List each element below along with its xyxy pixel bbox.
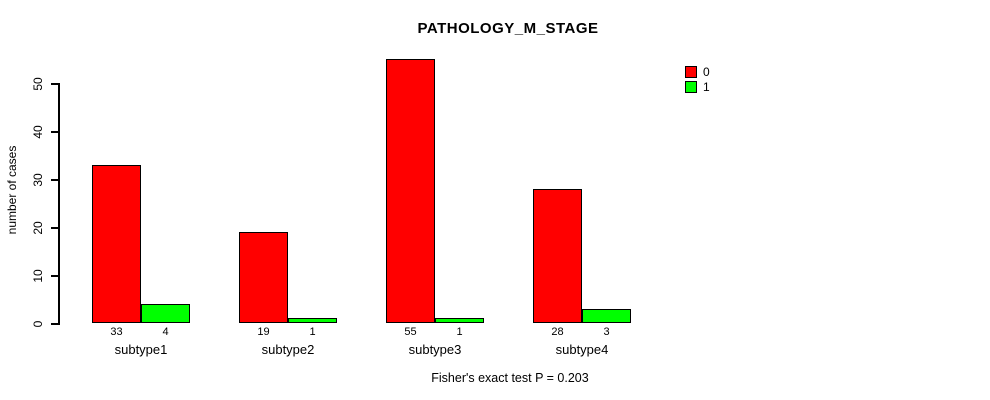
- bar-count-label: 19: [257, 326, 270, 338]
- bar-subtype2-series-0: [239, 232, 288, 323]
- y-axis-label: number of cases: [5, 145, 19, 235]
- bar-subtype1-series-0: [92, 165, 141, 323]
- y-axis-tick-label: 40: [31, 125, 45, 139]
- legend-item: 0: [685, 65, 710, 78]
- legend-label: 1: [703, 79, 710, 94]
- y-axis-tick: [51, 323, 58, 325]
- y-axis-tick-label: 30: [31, 173, 45, 187]
- bar-count-label: 28: [551, 326, 564, 338]
- bar-count-label: 1: [456, 326, 463, 338]
- y-axis-tick-label: 50: [31, 77, 45, 91]
- y-axis-tick-label: 20: [31, 221, 45, 235]
- bar-subtype4-series-1: [582, 309, 631, 323]
- bar-subtype3-series-0: [386, 59, 435, 323]
- y-axis-tick: [51, 179, 58, 181]
- category-label-subtype2: subtype2: [261, 342, 315, 357]
- y-axis-tick: [51, 275, 58, 277]
- legend-swatch-icon: [685, 80, 697, 93]
- category-label-subtype1: subtype1: [114, 342, 168, 357]
- legend-item: 1: [685, 80, 710, 93]
- bar-count-label: 3: [603, 326, 610, 338]
- chart-title: PATHOLOGY_M_STAGE: [417, 20, 599, 37]
- bar-subtype4-series-0: [533, 189, 582, 323]
- y-axis-tick-label: 10: [31, 269, 45, 283]
- category-label-subtype3: subtype3: [408, 342, 462, 357]
- legend-swatch-icon: [685, 65, 697, 78]
- y-axis-line: [58, 83, 60, 325]
- bar-count-label: 55: [404, 326, 417, 338]
- bar-subtype2-series-1: [288, 318, 337, 323]
- bar-count-label: 33: [110, 326, 123, 338]
- y-axis-tick: [51, 131, 58, 133]
- footer-annotation: Fisher's exact test P = 0.203: [431, 371, 589, 385]
- bar-count-label: 1: [309, 326, 316, 338]
- y-axis-tick: [51, 83, 58, 85]
- bar-subtype3-series-1: [435, 318, 484, 323]
- y-axis-tick: [51, 227, 58, 229]
- category-label-subtype4: subtype4: [555, 342, 609, 357]
- y-axis-tick-label: 0: [31, 320, 45, 328]
- bar-count-label: 4: [162, 326, 169, 338]
- bar-subtype1-series-1: [141, 304, 190, 323]
- legend-label: 0: [703, 64, 710, 79]
